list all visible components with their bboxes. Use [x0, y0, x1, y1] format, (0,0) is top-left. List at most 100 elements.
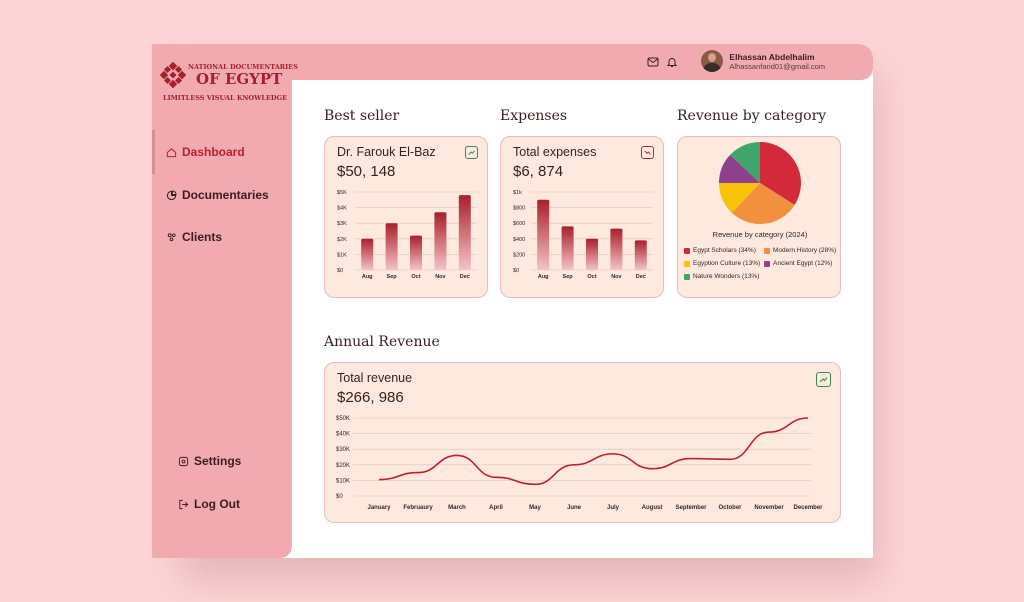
user-profile[interactable]: Elhassan Abdelhalim Alhassanfarid01@gmai… [701, 50, 825, 72]
pie-slice [730, 142, 760, 183]
y-tick-label: $4K [337, 206, 347, 212]
bar [458, 195, 471, 270]
brand-tagline: LIMITLESS VISUAL KNOWLEDGE [163, 94, 288, 102]
bar [434, 212, 447, 270]
legend-swatch [684, 247, 690, 254]
bell-icon[interactable] [666, 56, 678, 68]
x-tick-label: June [567, 505, 582, 511]
y-tick-label: $1K [337, 252, 347, 258]
annual-revenue-title: Annual Revenue [324, 334, 440, 350]
x-tick-label: Dec [460, 274, 470, 280]
bar [634, 240, 647, 270]
nav-label: Documentaries [182, 188, 269, 202]
trend-up-icon[interactable] [465, 146, 478, 159]
x-tick-label: January [367, 505, 391, 511]
legend-label: Egypt Scholars (34%) [693, 247, 756, 254]
y-tick-label: $0 [513, 268, 519, 274]
pie-slice [719, 183, 760, 213]
x-tick-label: July [607, 505, 620, 511]
revenue-pie-chart [719, 142, 801, 224]
annual-revenue-card: Total revenue $266, 986 $0 $10K $20K $30K $4… [324, 362, 841, 523]
y-tick-label: $20K [336, 463, 350, 469]
nav-logout[interactable]: Log Out [178, 497, 240, 511]
revenue-category-card: Revenue by category (2024) Egypt Scholar… [677, 136, 841, 298]
best-seller-bar-chart: $0 $1K $2K $3K $4K $5K Aug Sep Oct Nov Dec [337, 190, 477, 280]
bar [410, 235, 422, 270]
nav-clients[interactable]: Clients [166, 230, 222, 244]
bar [610, 228, 623, 270]
x-tick-label: Aug [538, 274, 549, 280]
legend-item: Egyption Culture (13%) [684, 260, 760, 267]
users-icon [167, 232, 176, 241]
y-tick-label: $0 [337, 268, 343, 274]
expenses-label: Total expenses [513, 145, 597, 159]
trend-down-icon[interactable] [641, 146, 654, 159]
x-tick-label: Oct [587, 274, 596, 280]
app-window: NATIONAL DOCUMENTARIES OF EGYPT LIMITLES… [152, 44, 873, 558]
nav-dashboard[interactable]: Dashboard [166, 145, 245, 159]
best-seller-name: Dr. Farouk El-Baz [337, 145, 436, 159]
revenue-line [378, 417, 809, 486]
gear-icon [178, 456, 189, 466]
nav-label: Log Out [194, 497, 240, 511]
bar [361, 238, 374, 270]
x-tick-label: October [718, 505, 742, 511]
legend-swatch [764, 260, 770, 267]
expenses-card: Total expenses $6, 874 $0 $200 $400 $600 $80… [500, 136, 664, 298]
y-tick-label: $400 [513, 237, 525, 243]
x-tick-label: August [642, 505, 663, 511]
y-tick-label: $200 [513, 252, 525, 258]
user-name: Elhassan Abdelhalim [729, 51, 815, 62]
x-tick-label: April [489, 505, 503, 511]
x-tick-label: Aug [362, 274, 373, 280]
pie-slice [760, 142, 801, 205]
y-tick-label: $1k [513, 190, 522, 196]
expenses-bar-chart: $0 $200 $400 $600 $800 $1k Aug Sep Oct Nov Dec [513, 190, 653, 280]
trend-up-icon[interactable] [816, 372, 831, 387]
pie-slice [731, 183, 795, 224]
x-tick-label: May [529, 505, 541, 511]
brand-logo[interactable]: NATIONAL DOCUMENTARIES OF EGYPT LIMITLES… [160, 60, 298, 104]
sidebar: NATIONAL DOCUMENTARIES OF EGYPT LIMITLES… [152, 44, 298, 558]
nav-label: Clients [182, 230, 223, 244]
bar [537, 199, 550, 270]
avatar [701, 50, 724, 72]
brand-line-1: NATIONAL DOCUMENTARIES [188, 63, 298, 71]
y-tick-label: $800 [513, 206, 525, 212]
nav-label: Settings [194, 454, 242, 468]
x-tick-label: Nov [611, 274, 622, 280]
active-nav-indicator [152, 130, 155, 174]
user-email: Alhassanfarid01@gmail.com [729, 61, 825, 71]
revenue-label: Total revenue [337, 371, 413, 385]
x-tick-label: Sep [387, 274, 398, 280]
y-tick-label: $50K [336, 416, 350, 422]
bar [385, 223, 398, 270]
x-tick-label: Sep [563, 274, 574, 280]
best-seller-value: $50, 148 [337, 163, 396, 180]
legend-swatch [684, 260, 690, 267]
bar [586, 238, 598, 270]
nav-label: Dashboard [182, 145, 245, 159]
legend-swatch [684, 273, 690, 280]
nav-documentaries[interactable]: Documentaries [166, 188, 269, 202]
x-tick-label: September [675, 505, 707, 511]
logo-mark-icon [160, 62, 186, 88]
x-tick-label: March [448, 505, 466, 511]
y-tick-label: $0 [336, 494, 343, 500]
annual-revenue-line-chart: $0 $10K $20K $30K $40K $50K January Februaury Ma… [336, 416, 823, 511]
legend-swatch [764, 247, 770, 254]
legend-label: Egyption Culture (13%) [693, 260, 761, 267]
pie-slice [719, 154, 760, 183]
nav-settings[interactable]: Settings [178, 454, 241, 468]
x-tick-label: November [754, 505, 784, 511]
mail-icon[interactable] [647, 56, 659, 68]
revenue-value: $266, 986 [337, 389, 404, 406]
y-tick-label: $10K [336, 478, 350, 484]
x-tick-label: December [793, 505, 823, 511]
brand-line-2: OF EGYPT [196, 70, 283, 88]
bar [561, 226, 574, 270]
x-tick-label: Dec [636, 274, 646, 280]
x-tick-label: Nov [435, 274, 446, 280]
expenses-value: $6, 874 [513, 163, 564, 180]
revenue-category-title: Revenue by category [677, 108, 827, 124]
